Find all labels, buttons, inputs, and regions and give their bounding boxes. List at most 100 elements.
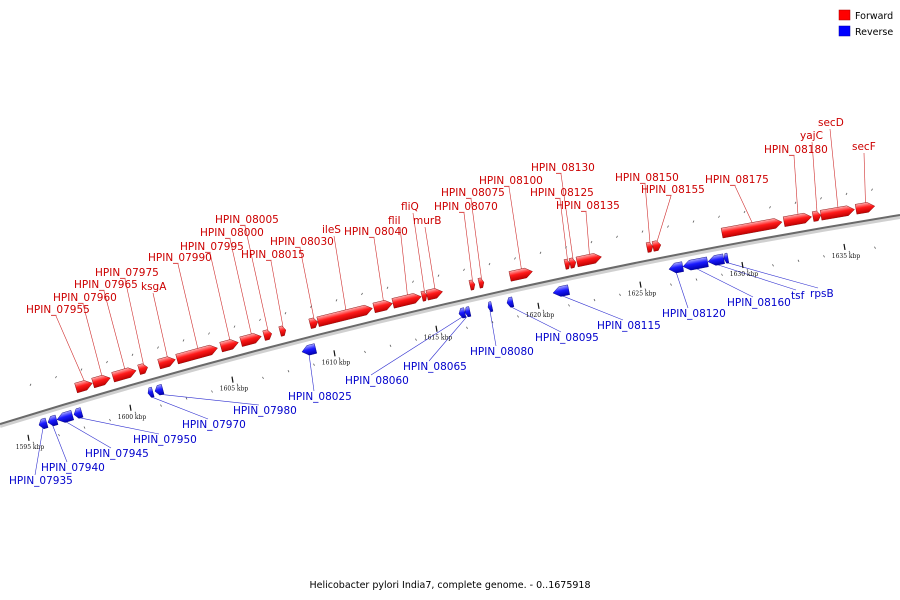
gene-label-HPIN_08100[interactable]: HPIN_08100 [479, 175, 543, 187]
gene-HPIN_07980[interactable] [154, 384, 165, 396]
gene-label-fliI[interactable]: fliI [388, 215, 401, 227]
gene-HPIN_08100[interactable] [508, 267, 534, 282]
gene-HPIN_08065[interactable] [464, 306, 472, 318]
gene-HPIN_08160[interactable] [682, 256, 709, 272]
gene-HPIN_08175[interactable] [720, 217, 783, 239]
gene-HPIN_08180[interactable] [782, 212, 812, 227]
gene-fliI[interactable] [391, 292, 423, 309]
tick-label-1630: 1630 kbp [730, 271, 759, 278]
gene-HPIN_08070[interactable] [468, 279, 476, 291]
gene-HPIN_07975[interactable] [137, 363, 149, 375]
gene-label-HPIN_08130[interactable]: HPIN_08130 [531, 162, 595, 174]
gene-murB[interactable] [425, 287, 444, 301]
gene-HPIN_08005[interactable] [262, 329, 273, 341]
leader-HPIN_07960 [82, 303, 103, 377]
gene-label-HPIN_08030[interactable]: HPIN_08030 [270, 236, 334, 248]
gene-label-HPIN_08115[interactable]: HPIN_08115 [597, 320, 661, 332]
minor-tick [364, 350, 366, 354]
gene-label-HPIN_07990[interactable]: HPIN_07990 [148, 252, 212, 264]
gene-label-HPIN_08040[interactable]: HPIN_08040 [344, 226, 408, 238]
gene-label-secD[interactable]: secD [818, 117, 844, 129]
gene-yajC[interactable] [811, 210, 822, 222]
gene-HPIN_08130[interactable] [568, 257, 577, 269]
gene-HPIN_08115[interactable] [552, 284, 570, 298]
gene-label-HPIN_07940[interactable]: HPIN_07940 [41, 462, 105, 474]
gene-secF[interactable] [854, 201, 876, 215]
gene-label-HPIN_07950[interactable]: HPIN_07950 [133, 434, 197, 446]
gene-label-HPIN_08070[interactable]: HPIN_08070 [434, 201, 498, 213]
gene-label-HPIN_08180[interactable]: HPIN_08180 [764, 144, 828, 156]
gene-label-HPIN_08135[interactable]: HPIN_08135 [556, 200, 620, 212]
gene-HPIN_07970[interactable] [147, 386, 155, 398]
gene-HPIN_07960[interactable] [91, 373, 112, 389]
gene-label-HPIN_08175[interactable]: HPIN_08175 [705, 174, 769, 186]
gene-label-HPIN_08095[interactable]: HPIN_08095 [535, 332, 599, 344]
gene-HPIN_08075[interactable] [477, 277, 485, 289]
gene-label-murB[interactable]: murB [413, 215, 441, 227]
gene-label-HPIN_07980[interactable]: HPIN_07980 [233, 405, 297, 417]
gene-label-ileS[interactable]: ileS [322, 224, 341, 236]
gene-label-HPIN_08155[interactable]: HPIN_08155 [641, 184, 705, 196]
minor-tick [58, 433, 60, 437]
gene-label-HPIN_08060[interactable]: HPIN_08060 [345, 375, 409, 387]
gene-rpsB[interactable] [723, 252, 730, 264]
gene-label-yajC[interactable]: yajC [800, 130, 823, 142]
gene-label-HPIN_07970[interactable]: HPIN_07970 [182, 419, 246, 431]
gene-tsf[interactable] [707, 253, 725, 267]
gene-label-HPIN_07975[interactable]: HPIN_07975 [95, 267, 159, 279]
gene-HPIN_08125[interactable] [563, 258, 571, 270]
gene-label-secF[interactable]: secF [852, 141, 876, 153]
gene-label-HPIN_08150[interactable]: HPIN_08150 [615, 172, 679, 184]
gene-HPIN_07940[interactable] [47, 414, 59, 427]
gene-HPIN_07945[interactable] [56, 410, 75, 424]
gene-label-HPIN_08120[interactable]: HPIN_08120 [662, 308, 726, 320]
gene-label-HPIN_08075[interactable]: HPIN_08075 [441, 187, 505, 199]
gene-HPIN_08025[interactable] [301, 343, 318, 357]
gene-label-tsf[interactable]: tsf [791, 290, 805, 302]
minor-tick [670, 283, 672, 286]
gene-label-HPIN_08025[interactable]: HPIN_08025 [288, 391, 352, 403]
gene-label-rpsB[interactable]: rpsB [810, 288, 834, 300]
gene-label-HPIN_08065[interactable]: HPIN_08065 [403, 361, 467, 373]
genome-backbone-shadow [0, 215, 900, 428]
gene-label-HPIN_08015[interactable]: HPIN_08015 [241, 249, 305, 261]
gene-HPIN_08095[interactable] [506, 296, 515, 308]
gene-label-HPIN_08000[interactable]: HPIN_08000 [200, 227, 264, 239]
gene-HPIN_07995[interactable] [219, 338, 240, 353]
gene-label-HPIN_07995[interactable]: HPIN_07995 [180, 241, 244, 253]
gene-label-ksgA[interactable]: ksgA [141, 281, 167, 293]
gene-HPIN_07950[interactable] [73, 407, 84, 420]
gene-label-HPIN_08160[interactable]: HPIN_08160 [727, 297, 791, 309]
gene-label-HPIN_07935[interactable]: HPIN_07935 [9, 475, 73, 487]
gene-secD[interactable] [819, 205, 855, 221]
gene-HPIN_07990[interactable] [175, 343, 219, 365]
gene-HPIN_08030[interactable] [308, 317, 319, 329]
gene-HPIN_07965[interactable] [111, 366, 138, 383]
gene-HPIN_08000[interactable] [239, 332, 263, 347]
gene-HPIN_07955[interactable] [74, 378, 94, 394]
gene-fliQ[interactable] [420, 290, 428, 302]
gene-HPIN_08060[interactable] [458, 307, 467, 319]
gene-HPIN_07935[interactable] [38, 417, 49, 430]
gene-arrow-shape [308, 317, 318, 329]
gene-label-HPIN_08080[interactable]: HPIN_08080 [470, 346, 534, 358]
gene-arrow-shape [707, 253, 725, 266]
gene-HPIN_08015[interactable] [278, 325, 287, 337]
gene-HPIN_08155[interactable] [651, 240, 662, 252]
gene-ksgA[interactable] [157, 355, 177, 370]
minor-tick [134, 411, 137, 414]
gene-label-HPIN_08005[interactable]: HPIN_08005 [215, 214, 279, 226]
gene-label-HPIN_07965[interactable]: HPIN_07965 [74, 279, 138, 291]
gene-HPIN_08135[interactable] [575, 252, 603, 268]
gene-label-HPIN_07960[interactable]: HPIN_07960 [53, 292, 117, 304]
gene-HPIN_08040[interactable] [372, 299, 394, 314]
gene-label-HPIN_07955[interactable]: HPIN_07955 [26, 304, 90, 316]
leader-HPIN_07950 [77, 417, 160, 435]
gene-ileS[interactable] [316, 303, 374, 327]
gene-HPIN_08120[interactable] [668, 261, 684, 274]
gene-label-HPIN_07945[interactable]: HPIN_07945 [85, 448, 149, 460]
gene-label-fliQ[interactable]: fliQ [401, 201, 419, 213]
gene-label-HPIN_08125[interactable]: HPIN_08125 [530, 187, 594, 199]
gene-HPIN_08150[interactable] [645, 241, 654, 253]
gene-HPIN_08080[interactable] [487, 301, 494, 313]
